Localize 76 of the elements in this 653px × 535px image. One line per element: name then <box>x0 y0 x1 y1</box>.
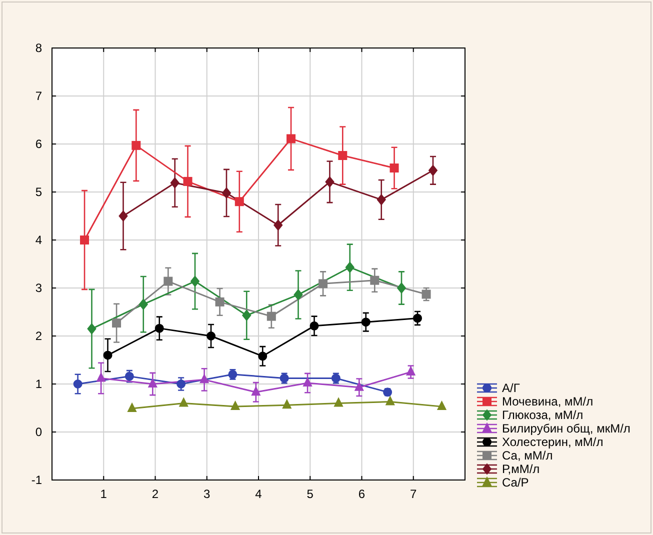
point <box>422 290 431 299</box>
x-tick-label: 1 <box>100 487 108 501</box>
x-tick-label: 4 <box>255 487 262 501</box>
point <box>103 350 112 360</box>
point <box>325 176 334 188</box>
point <box>183 176 192 186</box>
point <box>128 402 137 412</box>
y-tick-label: 4 <box>35 233 42 247</box>
point <box>148 378 158 388</box>
y-tick-label: 6 <box>35 137 42 151</box>
point <box>354 382 364 391</box>
point <box>206 332 216 340</box>
point <box>370 276 380 285</box>
x-tick-label: 3 <box>204 487 211 501</box>
point <box>164 276 173 286</box>
legend-label: Са, мМ/л <box>502 448 553 462</box>
point <box>294 289 303 300</box>
legend-label: Холестерин, мМ/л <box>502 435 604 449</box>
point <box>437 401 446 410</box>
point <box>230 401 240 410</box>
point <box>80 236 90 244</box>
point <box>376 194 386 206</box>
legend-label: Мочевина, мМ/л <box>502 394 594 408</box>
point <box>266 312 276 321</box>
point <box>190 276 200 287</box>
point <box>87 323 96 334</box>
point <box>397 282 406 294</box>
legend-label: Са/Р <box>502 476 529 490</box>
x-tick-label: 6 <box>358 487 366 501</box>
point <box>282 400 292 409</box>
point <box>132 140 141 150</box>
y-tick-label: 1 <box>35 377 42 391</box>
point <box>334 398 344 407</box>
point <box>318 279 328 288</box>
y-tick-label: -1 <box>31 473 42 487</box>
point <box>222 187 231 198</box>
point <box>345 262 354 273</box>
point <box>406 366 416 376</box>
point <box>200 374 209 384</box>
point <box>154 324 164 333</box>
point <box>170 177 180 188</box>
point <box>251 386 260 396</box>
legend-label: Билирубин общ, мкМ/л <box>502 422 630 436</box>
point <box>428 164 438 176</box>
y-tick-label: 5 <box>35 185 42 199</box>
point <box>274 220 283 231</box>
point <box>390 164 399 172</box>
y-tick-label: 0 <box>35 425 42 439</box>
x-tick-label: 5 <box>306 487 314 501</box>
point <box>73 380 82 388</box>
point <box>138 298 148 310</box>
point <box>258 352 268 361</box>
point <box>303 378 312 387</box>
point <box>242 310 252 321</box>
point <box>234 197 244 206</box>
point <box>338 151 348 160</box>
point <box>179 398 188 407</box>
point <box>118 210 128 222</box>
point <box>96 372 106 382</box>
legend-label: А/Г <box>502 381 520 395</box>
legend-label: Глюкоза, мМ/л <box>502 408 584 422</box>
x-tick-label: 2 <box>152 487 159 501</box>
x-tick-label: 7 <box>410 487 418 501</box>
y-tick-label: 7 <box>35 89 42 103</box>
point <box>386 396 395 406</box>
point <box>215 297 224 306</box>
y-tick-label: 2 <box>35 329 42 343</box>
y-tick-label: 8 <box>35 41 42 55</box>
point <box>413 314 422 323</box>
point <box>310 321 319 330</box>
legend-label: Р,мМ/л <box>502 462 540 476</box>
y-tick-label: 3 <box>35 281 42 295</box>
point <box>361 318 370 327</box>
point <box>176 380 186 388</box>
point <box>286 134 296 144</box>
point <box>112 318 122 328</box>
